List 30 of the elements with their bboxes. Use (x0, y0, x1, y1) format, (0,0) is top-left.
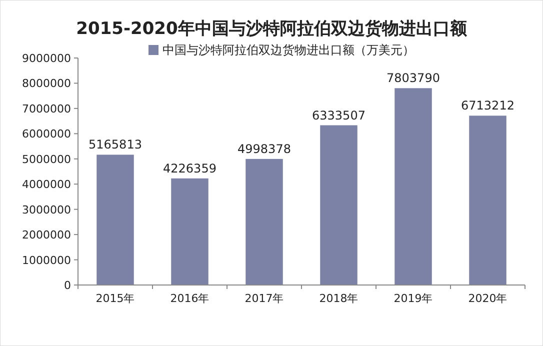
bar (469, 116, 506, 285)
data-label: 7803790 (386, 71, 440, 86)
y-tick-label: 1000000 (22, 254, 71, 267)
legend: 中国与沙特阿拉伯双边货物进出口额（万美元） (148, 43, 414, 57)
data-label: 4998378 (238, 142, 291, 156)
x-tick-label: 2018年 (319, 292, 358, 305)
data-label: 4226359 (163, 161, 216, 176)
y-tick-label: 7000000 (22, 102, 71, 116)
bar (171, 178, 208, 285)
y-tick-label: 5000000 (22, 152, 71, 166)
bar (246, 158, 283, 285)
y-tick-label: 0 (64, 279, 71, 292)
x-tick-label: 2016年 (170, 292, 210, 305)
chart-title: 2015-2020年中国与沙特阿拉伯双边货物进出口额 (76, 19, 468, 39)
y-tick-label: 2000000 (22, 228, 71, 242)
data-label: 5165813 (88, 138, 142, 152)
y-tick-label: 9000000 (22, 52, 71, 65)
x-tick-label: 2015年 (96, 292, 135, 305)
y-tick-label: 8000000 (22, 77, 71, 90)
y-tick-label: 3000000 (22, 203, 71, 216)
x-tick-label: 2020年 (468, 292, 508, 305)
x-tick-label: 2019年 (394, 292, 433, 305)
data-label: 6333507 (312, 108, 366, 122)
x-tick-label: 2017年 (244, 292, 284, 305)
y-tick-label: 4000000 (22, 178, 71, 192)
bar (320, 125, 358, 285)
bar (394, 88, 432, 285)
bar (96, 154, 134, 285)
data-label: 6713212 (461, 98, 514, 113)
y-tick-label: 6000000 (22, 128, 71, 141)
